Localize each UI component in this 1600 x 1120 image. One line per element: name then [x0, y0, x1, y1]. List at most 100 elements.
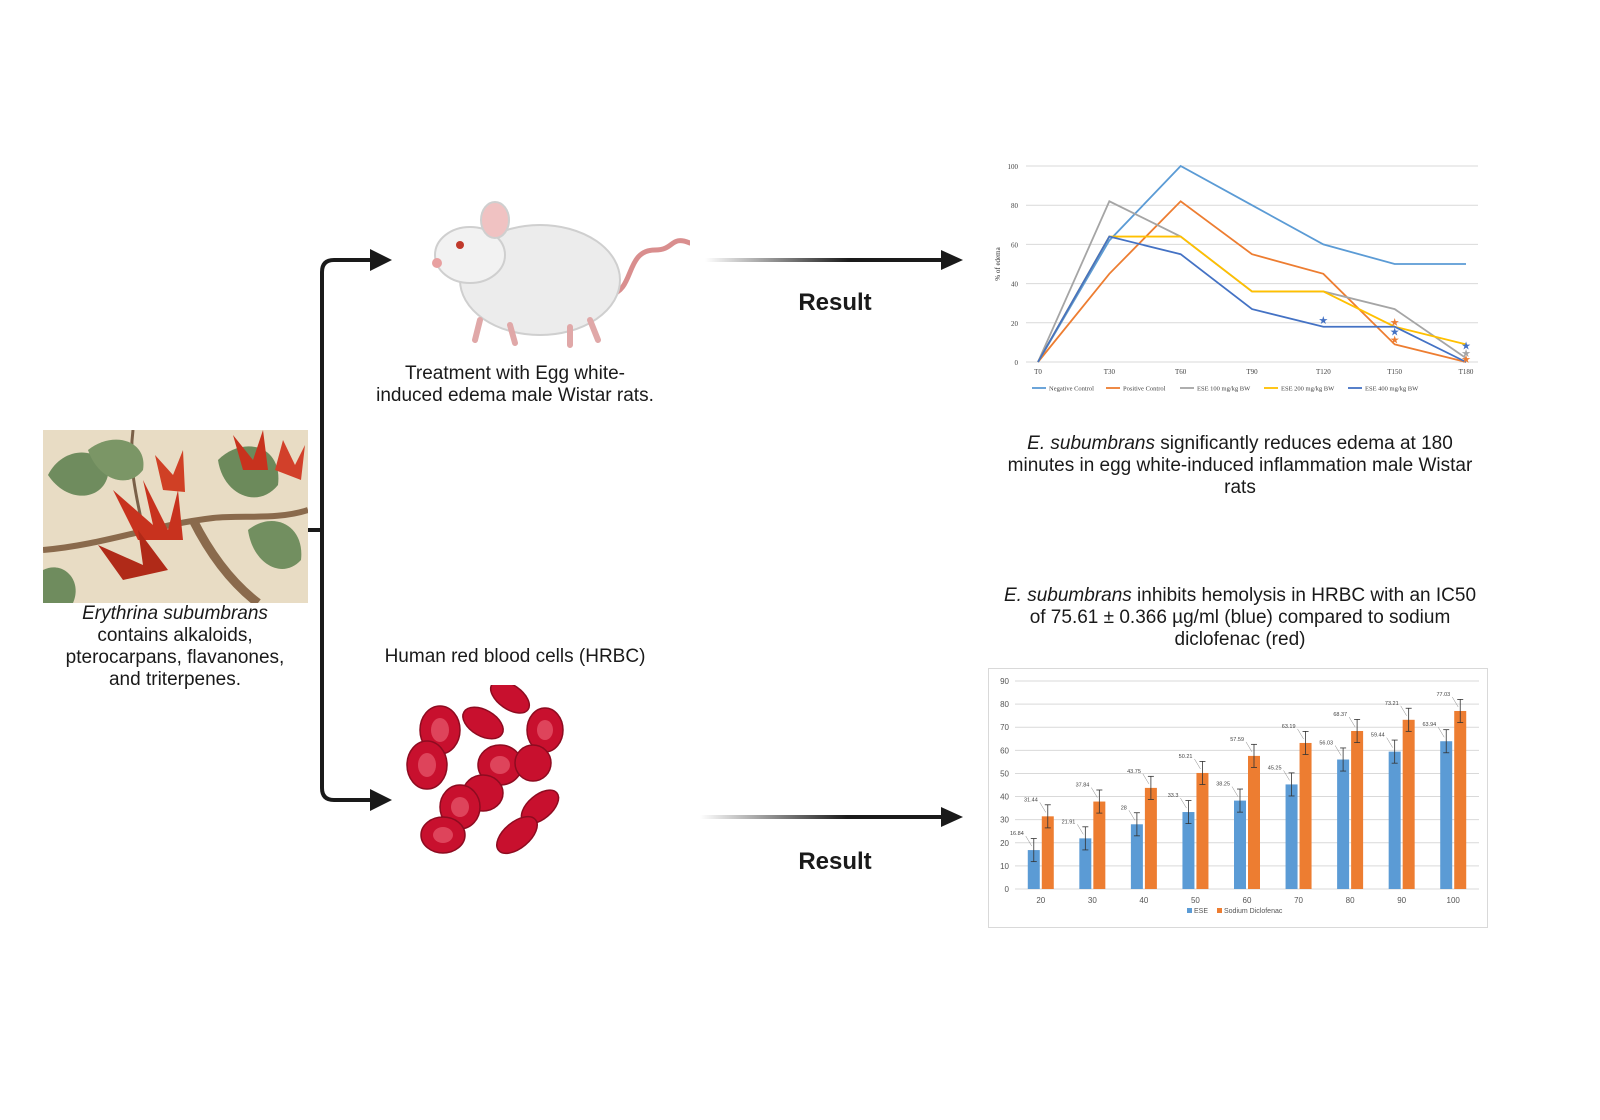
data-label-leader — [1180, 797, 1187, 809]
data-label-leader — [1438, 727, 1445, 738]
y-tick-label: 0 — [1015, 359, 1019, 367]
series-line — [1037, 235, 1467, 363]
legend-entry: Positive Control — [1123, 386, 1166, 393]
y-tick-label: 100 — [1008, 163, 1019, 171]
result-arrow-top — [705, 250, 963, 270]
data-label-leader — [1025, 835, 1032, 847]
x-tick-label: T30 — [1104, 368, 1116, 376]
data-label: 38.25 — [1216, 782, 1230, 788]
data-label: 77.03 — [1436, 692, 1450, 698]
hemolysis-finding-species: E. subumbrans — [1003, 585, 1132, 606]
significance-star-icon: ★ — [1461, 340, 1471, 352]
data-label: 59.44 — [1371, 733, 1385, 739]
significance-star-icon: ★ — [1390, 334, 1400, 346]
arrow-head-icon — [941, 807, 963, 827]
rat-caption: Treatment with Egg white- induced edema … — [345, 363, 685, 407]
hemolysis-bar-chart: 0 10 20 30 40 50 60 70 80 90 16.84 31.44 20 21.91 37.8… — [1000, 677, 1479, 915]
red-blood-cells-illustration — [406, 685, 564, 855]
bar — [1440, 741, 1453, 889]
x-tick-label: 100 — [1447, 896, 1461, 905]
legend-entry: ESE 200 mg/kg BW — [1281, 386, 1335, 393]
x-tick-label: T120 — [1316, 368, 1331, 376]
bar — [1299, 742, 1312, 889]
data-label-leader — [1297, 728, 1304, 740]
significance-star-icon: ★ — [1318, 315, 1328, 327]
data-label: 57.59 — [1230, 737, 1244, 743]
legend-swatch — [1187, 908, 1192, 913]
data-label-leader — [1452, 696, 1459, 708]
bar — [1388, 751, 1401, 889]
edema-line-chart: 0 20 40 60 80 100 T0 T30 T60 T90 T120 T150 T180 % of … — [994, 163, 1478, 393]
significance-star-icon: ★ — [1390, 317, 1400, 329]
data-label-leader — [1400, 705, 1407, 716]
y-tick-label: 60 — [1011, 241, 1019, 249]
y-tick-label: 80 — [1000, 700, 1009, 709]
arrow-head-bottom-icon — [370, 789, 392, 811]
data-label: 21.91 — [1062, 819, 1076, 825]
legend-entry: Negative Control — [1049, 386, 1094, 393]
x-tick-label: 90 — [1397, 896, 1406, 905]
plant-caption: Erythrina subumbrans contains alkaloids,… — [40, 603, 310, 691]
rat-caption-line1: Treatment with Egg white- — [405, 363, 625, 384]
bar — [1285, 784, 1298, 889]
edema-finding-line2: minutes in egg white-induced inflammatio… — [1007, 455, 1473, 476]
data-label: 63.94 — [1422, 722, 1436, 728]
data-label: 16.84 — [1010, 831, 1024, 837]
y-tick-label: 50 — [1000, 769, 1009, 778]
rat-illustration — [432, 201, 690, 348]
bar — [1337, 759, 1350, 889]
bar — [1093, 801, 1106, 889]
x-tick-label: 50 — [1191, 896, 1200, 905]
y-tick-label: 0 — [1005, 885, 1010, 894]
data-label-leader — [1283, 770, 1290, 781]
bar — [1182, 812, 1195, 889]
series-line — [1037, 235, 1467, 363]
x-tick-label: 40 — [1139, 896, 1148, 905]
y-tick-label: 60 — [1000, 746, 1009, 755]
data-label: 37.84 — [1076, 783, 1090, 789]
data-label: 28 — [1121, 805, 1127, 811]
legend-entry: ESE 100 mg/kg BW — [1197, 386, 1251, 393]
bar — [1041, 816, 1054, 889]
bar — [1234, 800, 1246, 889]
hemolysis-bar-chart-panel: 0 10 20 30 40 50 60 70 80 90 16.84 31.44 20 21.91 37.8… — [988, 668, 1488, 928]
result-label-top: Result — [798, 289, 872, 316]
y-tick-label: 20 — [1011, 320, 1019, 328]
data-label-leader — [1386, 737, 1393, 748]
arrow-head-icon — [941, 250, 963, 270]
plant-caption-line3: and triterpenes. — [108, 669, 242, 690]
data-label: 68.37 — [1333, 712, 1347, 718]
bar — [1454, 710, 1467, 889]
plant-illustration — [43, 430, 308, 603]
data-label-leader — [1039, 802, 1046, 813]
y-tick-label: 80 — [1011, 202, 1019, 210]
rat-caption-line2: induced edema male Wistar rats. — [376, 385, 654, 406]
data-label: 63.19 — [1282, 724, 1296, 730]
bar — [1079, 838, 1092, 889]
y-tick-label: 40 — [1000, 793, 1009, 802]
data-label: 45.25 — [1268, 765, 1282, 771]
x-tick-label: T0 — [1034, 368, 1042, 376]
x-tick-label: T180 — [1459, 368, 1474, 376]
data-label: 56.03 — [1319, 741, 1333, 747]
bar — [1351, 730, 1364, 889]
y-tick-label: 30 — [1000, 816, 1009, 825]
x-tick-label: 70 — [1294, 896, 1303, 905]
y-tick-label: 20 — [1000, 839, 1009, 848]
edema-finding-species: E. subumbrans — [1027, 433, 1155, 454]
significance-star-icon: ★ — [1461, 354, 1471, 366]
data-label: 50.21 — [1179, 754, 1193, 760]
x-tick-label: 20 — [1036, 896, 1045, 905]
data-label-leader — [1142, 773, 1150, 785]
bar — [1402, 719, 1415, 889]
plant-caption-contains: contains a — [97, 625, 184, 646]
bar — [1196, 772, 1209, 889]
legend-entry: Sodium Diclofenac — [1224, 908, 1283, 915]
x-tick-label: T60 — [1175, 368, 1187, 376]
y-tick-label: 40 — [1011, 281, 1019, 289]
legend-swatch — [1217, 908, 1222, 913]
legend-entry: ESE — [1194, 908, 1208, 915]
x-tick-label: 60 — [1243, 896, 1252, 905]
data-label-leader — [1348, 716, 1356, 728]
arrow-head-top-icon — [370, 249, 392, 271]
